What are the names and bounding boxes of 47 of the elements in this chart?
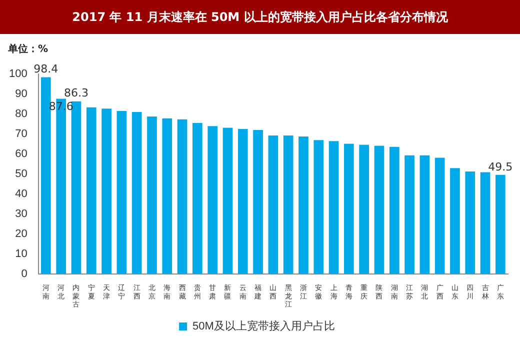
bar: [132, 112, 142, 274]
bar: [420, 155, 430, 274]
y-tick-label: 80: [15, 108, 28, 120]
bar: [374, 146, 384, 274]
chart-title: 2017 年 11 月末速率在 50M 以上的宽带接入用户占比各省分布情况: [0, 0, 520, 34]
data-label: 98.4: [34, 62, 58, 76]
legend-label: 50M及以上宽带接入用户占比: [192, 320, 335, 333]
y-tick-label: 60: [15, 148, 28, 160]
y-tick-label: 70: [15, 128, 28, 140]
bar: [359, 144, 369, 274]
y-tick-label: 100: [8, 68, 28, 80]
bar: [389, 146, 400, 274]
y-tick-label: 90: [15, 88, 28, 100]
bar: [177, 119, 188, 274]
y-tick-label: 0: [21, 268, 28, 280]
bar: [404, 155, 414, 274]
bar: [480, 172, 490, 274]
data-label: 86.3: [64, 86, 88, 100]
bar: [268, 136, 278, 274]
bar: [71, 101, 82, 274]
y-tick-label: 20: [15, 228, 28, 240]
bar: [86, 107, 96, 274]
bar: [434, 158, 445, 274]
bar: [41, 77, 51, 274]
bar: [283, 136, 294, 274]
bar: [328, 141, 339, 274]
bar: [147, 116, 157, 274]
y-tick-label: 40: [15, 188, 28, 200]
bar: [238, 128, 248, 274]
data-label: 49.5: [488, 160, 513, 174]
bar: [102, 108, 112, 274]
bar: [192, 122, 202, 274]
bar: [222, 128, 233, 274]
y-tick-label: 30: [15, 208, 28, 220]
bar: [253, 130, 263, 274]
bar: [496, 174, 506, 274]
bar: [162, 118, 172, 274]
y-tick-label: 50: [15, 168, 28, 180]
bar: [116, 110, 127, 274]
bar: [465, 172, 476, 274]
text: 单位：%: [8, 42, 48, 56]
bar: [450, 168, 460, 274]
bar: [344, 144, 354, 274]
bar: [298, 136, 308, 274]
bar: [314, 140, 324, 274]
bar: [208, 126, 218, 274]
y-tick-label: 10: [15, 248, 28, 260]
